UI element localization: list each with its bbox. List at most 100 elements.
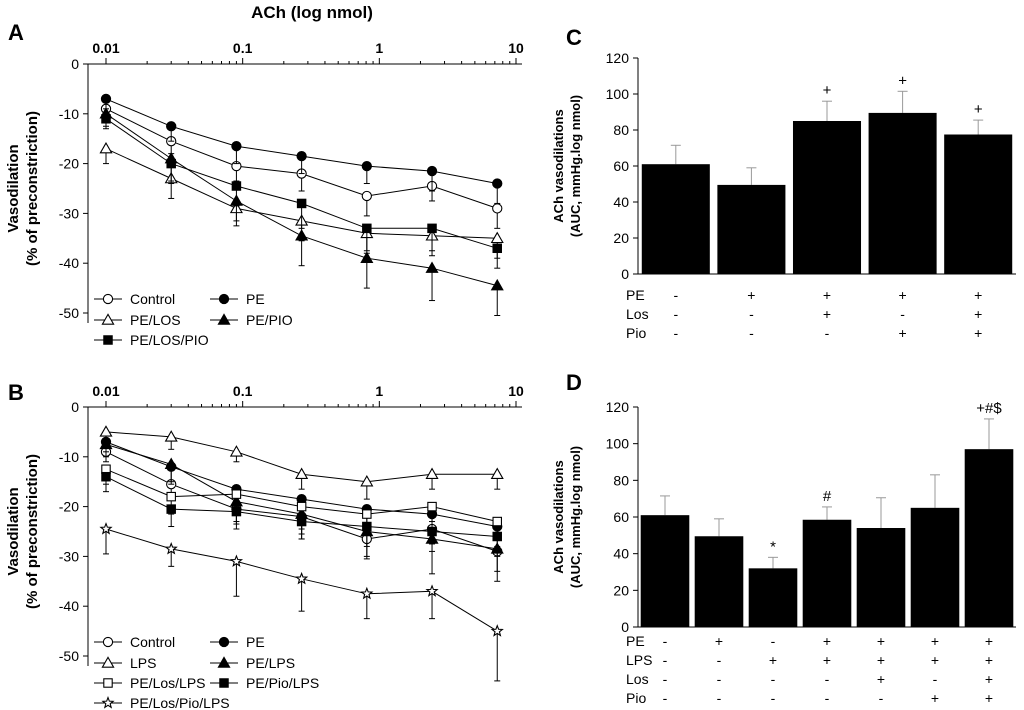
data-point [490,278,504,291]
bar [640,515,690,627]
treatment-mark: - [717,690,722,706]
legend-item-pe-pio: PE/PIO [210,312,293,328]
y-axis-title: Vasodilation (% of preconstriction) [5,111,41,266]
data-point [360,474,374,487]
data-point [99,437,113,450]
bar [802,519,852,627]
y-tick-label: 100 [606,436,630,452]
x-tick-label: 10 [508,40,524,56]
y-axis-title-line2: (AUC, mmHg.log nmol) [568,446,583,588]
top-axis-title: ACh (log nmol) [251,3,373,22]
significance-mark: # [823,488,832,505]
treatment-mark: + [985,652,993,668]
y-tick-label: 80 [613,472,629,488]
significance-mark: * [770,538,776,555]
treatment-mark: + [823,652,831,668]
data-point [231,141,242,152]
data-point [492,516,502,527]
significance-mark: + [823,82,832,99]
panel-label: A [8,20,24,45]
panel-a-line-chart: 0 -10 -20 -30 -40 -50 0.01 0.1 1 10 Vasodilation (%… [5,20,524,348]
panel-label: D [566,370,582,395]
data-point [427,223,437,234]
data-point [101,114,111,124]
data-point [166,121,177,132]
treatment-row-pio: Pio - - - - - + + [626,690,993,706]
y-tick-label: 20 [613,582,629,598]
treatment-label: PE [626,633,645,649]
y-axis-title-line2: (% of preconstriction) [24,454,41,609]
x-tick-label: 0.01 [92,383,119,399]
panel-c-bar-chart: 0 20 40 60 80 100 120 ACh vasodilations (AUC, mm… [551,25,1016,341]
bar-group-4: + [868,72,937,275]
legend-marker [102,636,114,648]
treatment-mark: + [877,671,885,687]
legend-label: LPS [130,655,156,671]
panel-d-bar-chart: 0 20 40 60 80 100 120 ACh vasodilations (AUC, mm… [551,370,1016,706]
treatment-mark: + [931,652,939,668]
x-tick-label: 0.1 [233,383,253,399]
y-axis-title-line1: Vasodilation [5,487,22,575]
data-point [427,501,437,512]
treatment-mark: + [931,633,939,649]
series-pe-los-pio [101,114,502,269]
data-point [166,158,176,169]
treatment-label: LPS [626,652,652,668]
treatment-mark: + [823,306,831,322]
treatment-mark: + [769,652,777,668]
y-tick-label: -20 [59,499,79,515]
data-point [100,93,112,105]
legend-marker [219,678,229,688]
legend-item-control: Control [94,291,175,307]
data-point [231,506,242,517]
legend-marker [101,696,115,709]
bar-group-4: # [802,488,852,627]
y-axis-title: Vasodilation (% of preconstriction) [5,454,41,609]
data-point [490,467,504,479]
data-point [164,430,178,442]
treatment-label: Los [626,671,649,687]
data-point [99,425,113,437]
bar [910,507,960,627]
legend-label: PE/LOS [130,312,181,328]
data-point [361,190,372,202]
legend-item-pe-lps: PE/LPS [210,655,295,671]
y-axis-title-line1: ACh vasodilations [551,460,566,573]
data-point [296,516,307,527]
data-point [296,501,307,512]
treatment-mark: - [663,652,668,668]
legend-marker [218,293,230,305]
treatment-mark: - [673,325,678,341]
data-point [490,231,504,244]
legend-marker [101,656,115,668]
x-tick-label: 0.01 [92,40,119,56]
x-tick-label: 10 [508,383,524,399]
y-tick-label: 0 [621,619,629,635]
data-point [362,509,372,519]
data-point [426,165,438,177]
bar [964,449,1014,627]
treatment-mark: - [749,325,754,341]
legend-label: PE/Pio/LPS [246,675,319,691]
legend-marker [103,335,113,345]
treatment-mark: - [933,671,938,687]
treatment-label: Los [626,306,649,322]
data-point [296,150,307,162]
legend-label: PE/PIO [246,312,293,328]
treatment-mark: + [899,287,907,303]
bar [641,164,710,274]
treatment-mark: - [673,287,678,303]
x-tick-label: 0.1 [233,40,253,56]
treatment-row-los: Los - - - - + - + [626,671,993,687]
y-tick-label: -50 [59,648,79,664]
treatment-mark: - [825,690,830,706]
y-tick-label: 60 [613,158,629,174]
y-tick-label: 0 [71,56,79,72]
treatment-row-los: Los - - + - + [626,306,982,322]
legend-item-pe-los-pio: PE/LOS/PIO [94,332,209,348]
bar [868,112,937,275]
legend-item-control: Control [94,634,175,650]
treatment-mark: + [715,633,723,649]
y-axis-title-line1: Vasodilation [5,144,22,232]
